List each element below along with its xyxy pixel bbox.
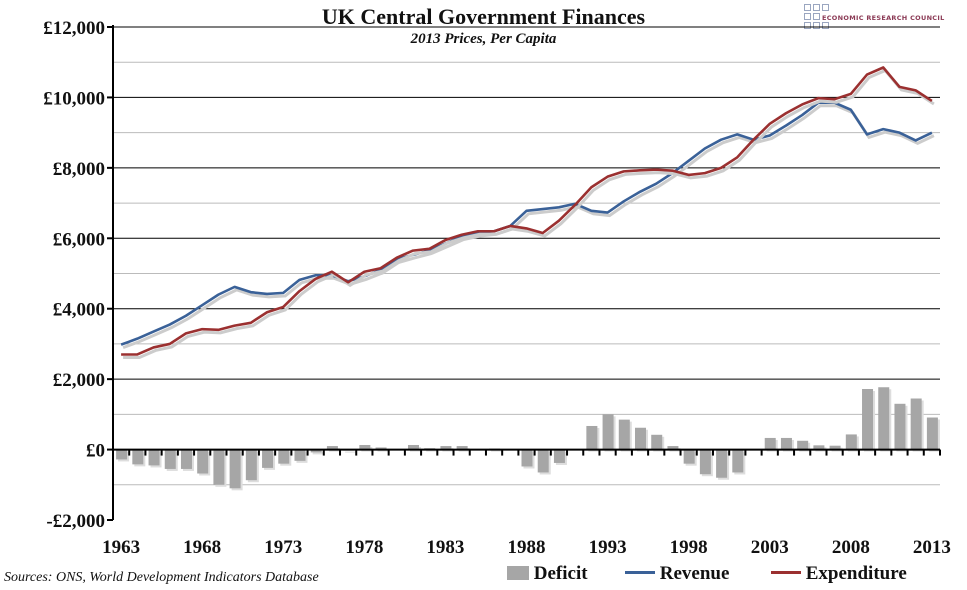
y-tick-label: £8,000 [53,159,105,180]
deficit-bar [164,449,176,469]
deficit-bar-shadow [491,450,503,452]
deficit-bar [732,449,744,473]
deficit-bar-shadow [426,450,438,452]
x-tick-label: 2013 [913,537,951,558]
x-tick-label: 2008 [832,537,870,558]
deficit-bar [667,446,679,450]
y-tick-label: £4,000 [53,300,105,321]
deficit-bar [116,449,128,460]
revenue-line [120,101,933,346]
deficit-bar [797,440,809,450]
deficit-bar [180,449,192,469]
deficit-bar [813,445,825,450]
legend-revenue: Revenue [625,563,729,585]
deficit-bar [148,449,160,466]
deficit-bar [862,389,874,450]
source-note: Sources: ONS, World Development Indicato… [4,570,319,585]
chart-title: UK Central Government Finances [321,4,646,29]
deficit-bar [618,419,630,450]
deficit-bar [829,445,841,450]
deficit-bar [553,449,565,463]
expenditure-line-shadow [123,68,935,359]
x-tick-label: 1978 [345,537,383,558]
x-tick-label: 1973 [264,537,302,558]
y-tick-label: £6,000 [53,229,105,250]
deficit-bar [213,449,225,485]
deficit-bar [878,387,890,450]
deficit-bar [278,449,290,464]
y-tick-label: -£2,000 [46,511,105,532]
deficit-bar [197,449,209,474]
x-tick-label: 1993 [589,537,627,558]
deficit-bar [407,444,419,450]
deficit-bar [845,434,857,450]
y-tick-label: £0 [86,441,105,462]
deficit-bar [635,427,647,450]
deficit-bar-shadow [345,451,357,453]
deficit-bar [699,449,711,475]
deficit-bar [780,437,792,450]
deficit-bar [894,403,906,450]
erc-logo: ECONOMIC RESEARCH COUNCIL [804,4,945,31]
legend-expenditure-swatch [771,571,801,574]
legend-revenue-swatch [625,571,655,574]
deficit-bar [651,434,663,450]
deficit-bar [456,446,468,450]
x-tick-label: 1983 [426,537,464,558]
deficit-bar [926,417,938,450]
deficit-bar [229,449,241,489]
legend-expenditure: Expenditure [771,563,907,585]
deficit-bar-shadow [312,451,324,455]
deficit-bar [910,398,922,450]
x-tick-label: 1988 [508,537,546,558]
deficit-bar [132,449,144,465]
deficit-bar [294,449,306,461]
deficit-bar [359,444,371,450]
deficit-bar [586,425,598,450]
deficit-bar [537,449,549,473]
x-tick-label: 1968 [183,537,221,558]
deficit-bar [310,449,322,453]
deficit-bar [764,437,776,450]
deficit-bar [262,449,274,468]
x-tick-label: 1998 [670,537,708,558]
x-tick-label: 1963 [102,537,140,558]
deficit-bar [521,449,533,467]
deficit-bar [602,414,614,450]
deficit-bar [326,446,338,450]
y-tick-label: £10,000 [43,88,105,109]
expenditure-line [121,66,933,356]
y-tick-label: £2,000 [53,370,105,391]
deficit-bar [716,449,728,478]
deficit-bar [245,449,257,481]
legend-deficit: Deficit [507,563,588,585]
x-tick-label: 2003 [751,537,789,558]
deficit-bar [683,449,695,464]
deficit-bar [375,447,387,450]
deficit-bar [440,446,452,450]
y-tick-label: £12,000 [43,18,105,39]
legend-deficit-swatch [507,566,529,580]
revenue-line-shadow [122,104,935,350]
chart-subtitle: 2013 Prices, Per Capita [410,31,557,47]
